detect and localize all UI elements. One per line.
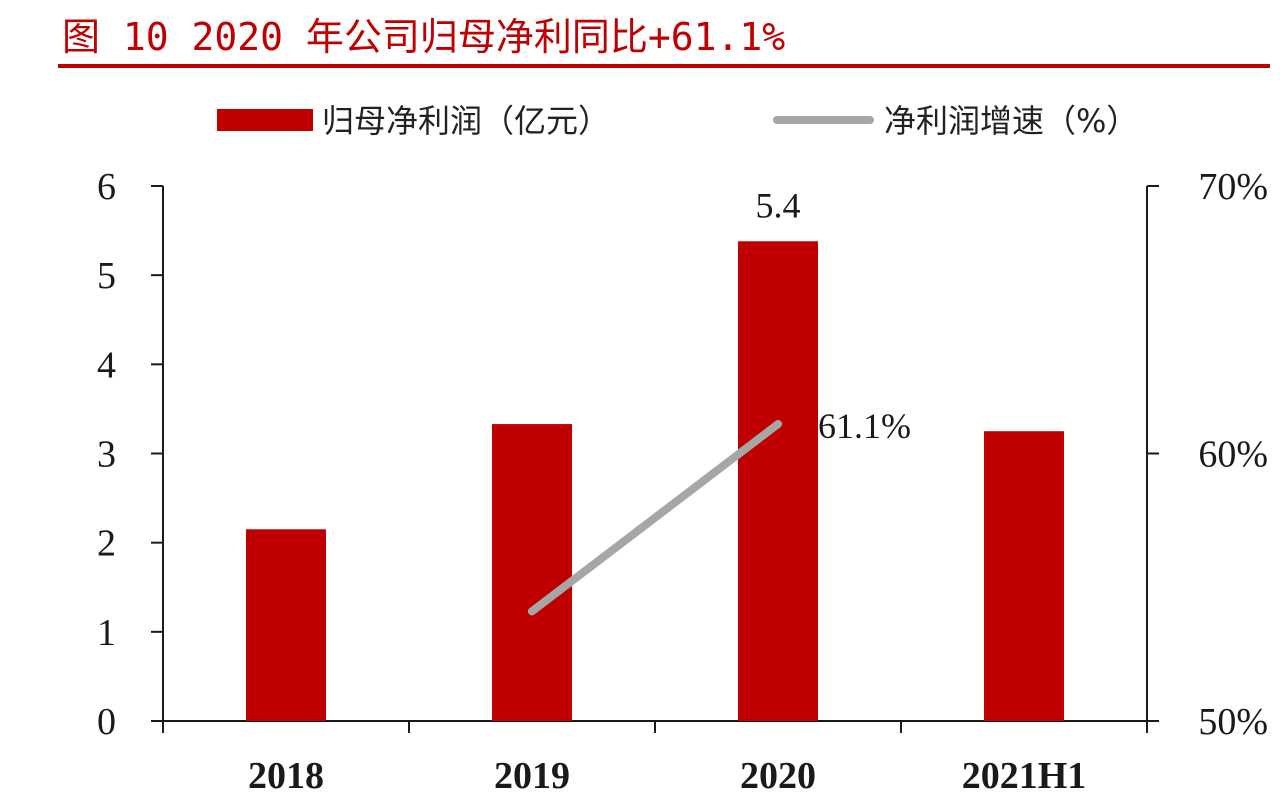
x-axis-tick-label: 2019 — [494, 755, 570, 797]
bars — [246, 241, 1064, 722]
right-axis-tick-label: 70% — [1198, 166, 1268, 208]
bar-data-label: 5.4 — [756, 185, 801, 225]
left-axis-tick-label: 1 — [97, 612, 116, 654]
bar-2018 — [246, 529, 326, 721]
legend-bar-label: 归母净利润（亿元） — [322, 102, 610, 140]
right-axis-tick-label: 50% — [1198, 701, 1268, 743]
title-underline — [58, 64, 1270, 68]
legend-bar-swatch — [217, 109, 313, 131]
line-data-label: 61.1% — [818, 406, 911, 446]
bar-2019 — [492, 424, 572, 721]
growth-line-point — [528, 607, 536, 616]
right-axis-tick-label: 60% — [1198, 434, 1268, 476]
x-axis-tick-label: 2020 — [740, 755, 816, 797]
legend: 归母净利润（亿元） 净利润增速（%） — [217, 102, 1138, 140]
left-axis-tick-label: 3 — [97, 434, 116, 476]
growth-line-series — [528, 420, 782, 616]
bar-2020 — [738, 241, 818, 722]
left-axis-tick-label: 5 — [97, 255, 116, 297]
data-labels: 5.4 61.1% — [756, 185, 912, 446]
bar-2021H1 — [984, 431, 1064, 721]
chart-title: 图 10 2020 年公司归母净利同比+61.1% — [62, 15, 786, 59]
left-axis-tick-label: 6 — [97, 166, 116, 208]
left-axis-tick-label: 4 — [97, 344, 116, 386]
x-axis-tick-label: 2021H1 — [962, 755, 1087, 797]
growth-line — [528, 420, 782, 616]
left-axis-tick-label: 2 — [97, 523, 116, 565]
legend-line-label: 净利润增速（%） — [884, 102, 1138, 140]
left-axis-tick-label: 0 — [97, 701, 116, 743]
growth-line-point — [774, 420, 782, 429]
x-axis-tick-label: 2018 — [248, 755, 324, 797]
